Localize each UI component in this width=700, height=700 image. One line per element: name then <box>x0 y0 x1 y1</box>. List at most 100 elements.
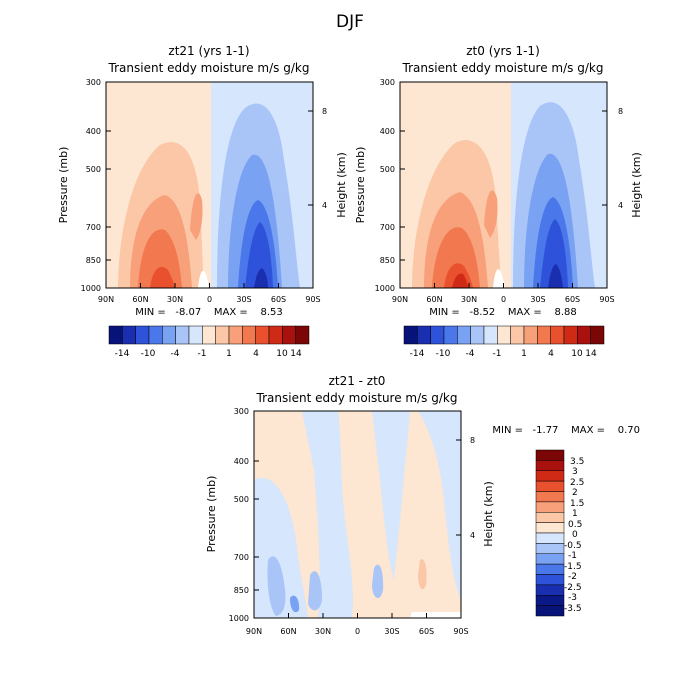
x-tick-label: 30N <box>315 627 331 636</box>
panel-subtitle: Transient eddy moisture m/s g/kg <box>256 391 458 405</box>
colorbar-swatch <box>563 325 578 345</box>
colorbar-label: -4 <box>171 349 180 359</box>
colorbar-swatch <box>535 584 565 596</box>
y-tick-label: 500 <box>86 165 101 174</box>
x-tick-label: 90N <box>392 295 408 304</box>
y-tick-label: 700 <box>380 223 395 232</box>
figure-title: DJF <box>336 12 364 32</box>
colorbar-swatch <box>135 325 150 345</box>
y-tick-label: 1000 <box>229 614 249 623</box>
y-axis-title: Pressure (mb) <box>354 147 367 224</box>
right-tick-label: 8 <box>470 436 475 445</box>
x-tick-label: 60N <box>426 295 442 304</box>
colorbar-swatch <box>430 325 445 345</box>
min-max-stats: MIN = -8.07 MAX = 8.53 <box>135 307 283 318</box>
colorbar-swatch <box>535 563 565 575</box>
colorbar-label: -1 <box>198 349 207 359</box>
colorbar-swatch <box>403 325 418 345</box>
colorbar-swatch <box>228 325 243 345</box>
colorbar-swatch <box>443 325 458 345</box>
colorbar-label: -0.5 <box>564 541 582 551</box>
colorbar-label: 2.5 <box>570 478 584 488</box>
colorbar-swatch <box>122 325 136 345</box>
colorbar-swatch <box>535 470 565 482</box>
x-tick-label: 60N <box>132 295 148 304</box>
colorbar-label: 4 <box>548 349 554 359</box>
x-tick-label: 0 <box>355 627 360 636</box>
y-axis-right-title: Height (km) <box>335 152 348 218</box>
colorbar-swatch <box>202 325 216 345</box>
y-axis-left: 300 400 500 700 850 1000 Pressure (mb) <box>205 407 259 623</box>
y-tick-label: 850 <box>380 256 395 265</box>
right-tick-label: 4 <box>322 201 327 210</box>
colorbar-swatch <box>282 325 296 345</box>
colorbar-swatch <box>535 595 565 606</box>
y-axis-left: 300 400 500 700 850 1000 Pressure (mb) <box>57 78 111 293</box>
y-axis-title: Pressure (mb) <box>57 147 70 224</box>
colorbar-swatch <box>255 325 270 345</box>
y-axis-right: 8 4 Height (km) <box>602 107 643 218</box>
x-axis: 90N 60N 30N 0 30S 60S 90S <box>246 613 469 636</box>
colorbar-swatch <box>523 325 538 345</box>
colorbar-swatch <box>215 325 230 345</box>
contour-field <box>106 82 313 288</box>
y-tick-label: 500 <box>234 495 249 504</box>
colorbar-swatch <box>175 325 190 345</box>
panel-zt0: zt0 (yrs 1-1) Transient eddy moisture m/… <box>354 44 643 359</box>
min-max-stats: MIN = -1.77 MAX = 0.70 <box>492 425 640 436</box>
colorbar-swatch <box>535 460 565 472</box>
colorbar-label: -3 <box>568 593 577 603</box>
panel-title: zt21 (yrs 1-1) <box>168 44 249 58</box>
panel-subtitle: Transient eddy moisture m/s g/kg <box>108 61 310 75</box>
y-axis-right: 8 4 Height (km) <box>308 107 348 218</box>
y-tick-label: 850 <box>86 256 101 265</box>
right-tick-label: 8 <box>322 107 327 116</box>
contour-field <box>400 82 607 288</box>
colorbar-swatch <box>535 574 565 586</box>
colorbar-swatch <box>577 325 591 345</box>
colorbar-swatch <box>162 325 176 345</box>
colorbar-swatch <box>590 325 605 345</box>
colorbar: -14 -10 -4 -1 1 4 10 14 <box>108 325 310 359</box>
colorbar-swatch <box>188 325 203 345</box>
colorbar-boxes <box>108 325 310 345</box>
colorbar-swatch <box>510 325 525 345</box>
contour-field <box>254 411 461 618</box>
colorbar-swatch <box>535 480 565 492</box>
y-tick-label: 850 <box>234 586 249 595</box>
y-tick-label: 700 <box>234 553 249 562</box>
colorbar-label: -1 <box>493 349 502 359</box>
x-tick-label: 90N <box>246 627 262 636</box>
colorbar: 3.5 3 2.5 2 1.5 1 0.5 0 -0.5 -1 -1.5 -2 … <box>535 449 584 617</box>
x-tick-label: 90S <box>305 295 320 304</box>
y-axis-right-title: Height (km) <box>630 152 643 218</box>
colorbar-swatch <box>470 325 485 345</box>
panel-zt21: zt21 (yrs 1-1) Transient eddy moisture m… <box>57 44 348 359</box>
colorbar-label: -2.5 <box>564 583 582 593</box>
y-tick-label: 700 <box>86 223 101 232</box>
colorbar-swatch <box>535 532 565 544</box>
x-tick-label: 60S <box>419 627 434 636</box>
x-tick-label: 90S <box>599 295 614 304</box>
y-tick-label: 400 <box>234 457 249 466</box>
x-tick-label: 90S <box>453 627 468 636</box>
colorbar-label: -14 <box>115 349 130 359</box>
colorbar-label: -3.5 <box>564 604 582 614</box>
colorbar-swatch <box>483 325 498 345</box>
x-tick-label: 0 <box>501 295 506 304</box>
colorbar-label: 3 <box>572 467 578 477</box>
colorbar-label: -10 <box>436 349 451 359</box>
y-tick-label: 300 <box>380 78 395 87</box>
x-tick-label: 60S <box>271 295 286 304</box>
y-tick-label: 300 <box>234 407 249 416</box>
x-tick-label: 60N <box>280 627 296 636</box>
colorbar-swatch <box>535 605 565 617</box>
y-tick-label: 1000 <box>81 284 101 293</box>
y-axis-right-title: Height (km) <box>482 481 495 547</box>
colorbar-label: -1 <box>568 551 577 561</box>
y-tick-label: 400 <box>380 127 395 136</box>
colorbar-label: -14 <box>410 349 425 359</box>
colorbar-label: -2 <box>568 572 577 582</box>
colorbar-boxes <box>535 449 565 617</box>
